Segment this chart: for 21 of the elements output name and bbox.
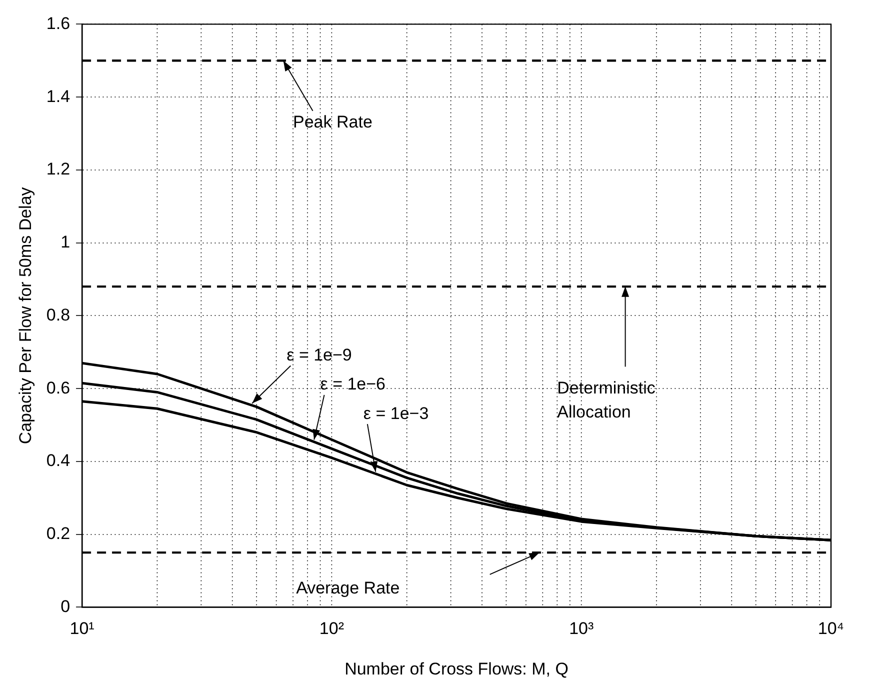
x-tick-label: 10¹ [70,619,95,638]
y-tick-label: 0.6 [46,378,70,398]
y-tick-label: 1.6 [46,14,70,33]
annotation: ε = 1e−9 [286,345,352,364]
x-tick-label: 10⁴ [818,619,844,638]
y-tick-label: 0.2 [46,524,70,544]
y-tick-label: 0.4 [46,451,70,470]
ref-line-label: Peak Rate [293,112,372,132]
annotation: ε = 1e−3 [363,404,429,423]
y-tick-label: 1 [60,232,70,252]
x-axis-title: Number of Cross Flows: M, Q [344,659,568,678]
ref-line-label: Average Rate [296,578,400,598]
y-axis-title: Capacity Per Flow for 50ms Delay [16,186,35,444]
y-tick-label: 1.2 [46,160,70,179]
x-tick-label: 10² [319,619,344,638]
ref-line-label: Deterministic Allocation [557,378,656,422]
y-tick-label: 0 [60,596,70,616]
annotation: ε = 1e−6 [320,374,386,394]
x-tick-label: 10³ [569,619,594,638]
y-tick-label: 0.8 [46,305,70,324]
y-tick-label: 1.4 [46,86,70,106]
